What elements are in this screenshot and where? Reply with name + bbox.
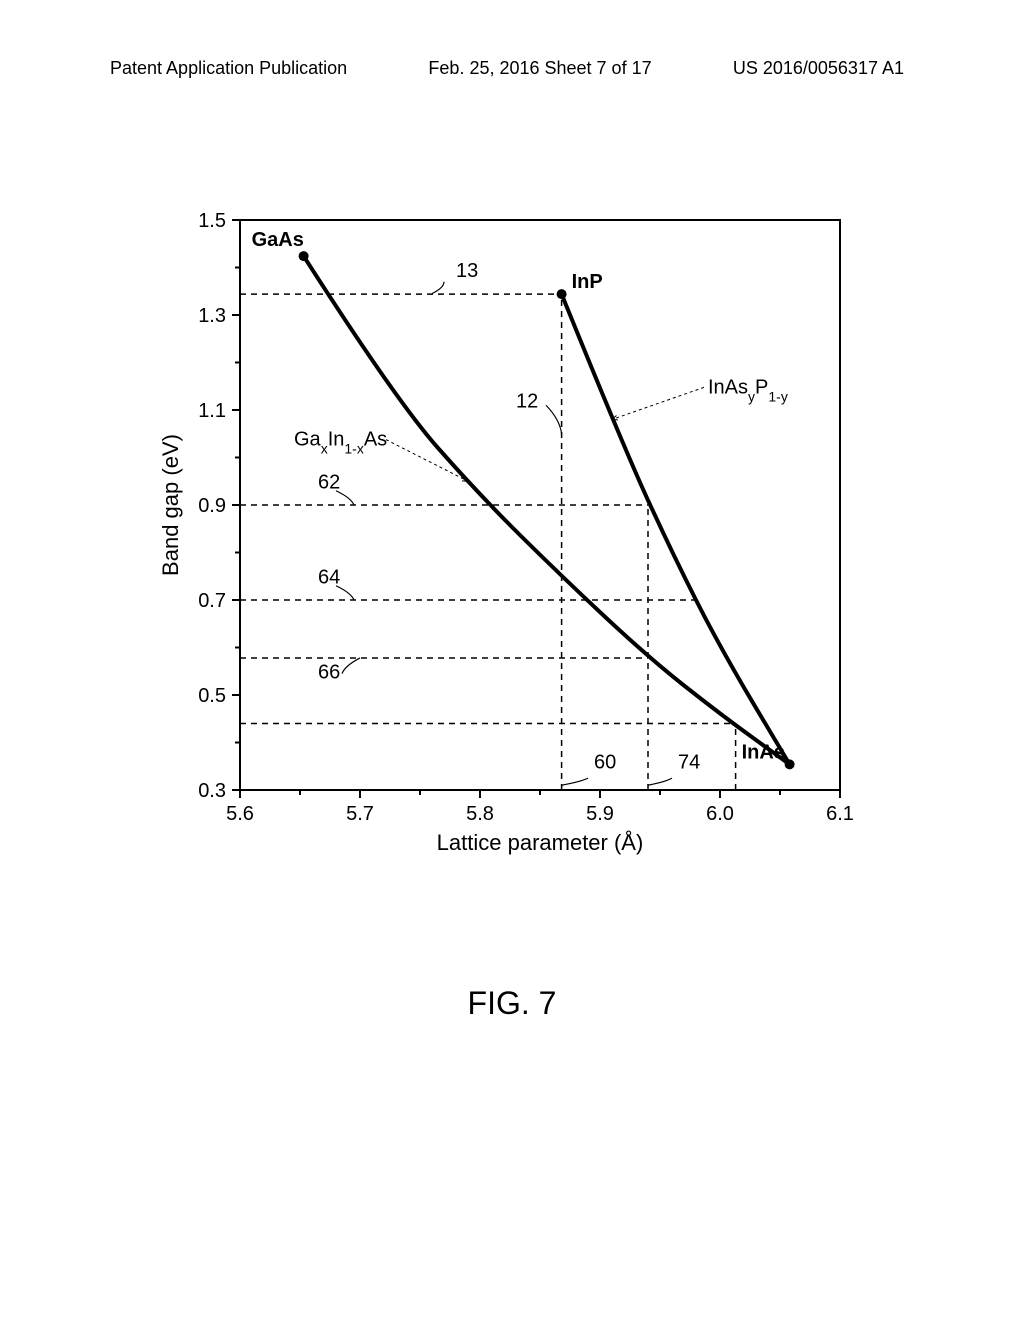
header-left: Patent Application Publication — [110, 58, 347, 79]
svg-text:0.3: 0.3 — [198, 780, 226, 802]
ref-label-13: 13 — [456, 260, 478, 282]
chart-svg: 5.6 5.7 5.8 5.9 6.0 6.1 Lattice parameter (Å) 0… — [130, 200, 890, 900]
svg-text:Lattice parameter (Å): Lattice parameter (Å) — [437, 830, 644, 855]
curve-label-inasp: InAsyP1-y — [708, 376, 788, 404]
ref-label-66: 66 — [318, 661, 340, 683]
svg-text:1.5: 1.5 — [198, 210, 226, 232]
svg-text:5.7: 5.7 — [346, 803, 374, 825]
endpoint-GaAs — [299, 251, 309, 261]
ref-label-12: 12 — [516, 391, 538, 413]
ref-label-62: 62 — [318, 471, 340, 493]
figure-label: FIG. 7 — [0, 985, 1024, 1022]
endpoint-label-GaAs: GaAs — [252, 229, 304, 251]
header-right: US 2016/0056317 A1 — [733, 58, 904, 79]
connector-c13 — [432, 282, 444, 294]
endpoint-label-InAs: InAs — [742, 741, 785, 763]
ref-label-64: 64 — [318, 566, 340, 588]
header-center: Feb. 25, 2016 Sheet 7 of 17 — [428, 58, 651, 79]
curve-InAsP — [562, 294, 790, 764]
ref-label-60: 60 — [594, 752, 616, 774]
svg-text:1.3: 1.3 — [198, 305, 226, 327]
svg-text:Band gap (eV): Band gap (eV) — [158, 434, 183, 576]
svg-text:5.8: 5.8 — [466, 803, 494, 825]
curve-GaInAs — [304, 256, 790, 764]
connector-c12 — [546, 405, 562, 434]
curve-label-gainas: GaxIn1-xAs — [294, 429, 387, 457]
endpoint-label-InP: InP — [572, 271, 603, 293]
svg-text:1.1: 1.1 — [198, 400, 226, 422]
connector-c60 — [562, 778, 588, 785]
bandgap-chart: 5.6 5.7 5.8 5.9 6.0 6.1 Lattice parameter (Å) 0… — [130, 200, 890, 900]
endpoint-InAs — [785, 759, 795, 769]
connector-c66 — [342, 658, 360, 674]
svg-text:5.6: 5.6 — [226, 803, 254, 825]
svg-text:0.9: 0.9 — [198, 495, 226, 517]
svg-text:6.1: 6.1 — [826, 803, 854, 825]
connector-c74 — [648, 778, 672, 785]
svg-text:0.7: 0.7 — [198, 590, 226, 612]
page-header: Patent Application Publication Feb. 25, … — [110, 58, 904, 79]
svg-text:0.5: 0.5 — [198, 685, 226, 707]
svg-text:6.0: 6.0 — [706, 803, 734, 825]
svg-text:5.9: 5.9 — [586, 803, 614, 825]
endpoint-InP — [557, 289, 567, 299]
ref-label-74: 74 — [678, 752, 700, 774]
